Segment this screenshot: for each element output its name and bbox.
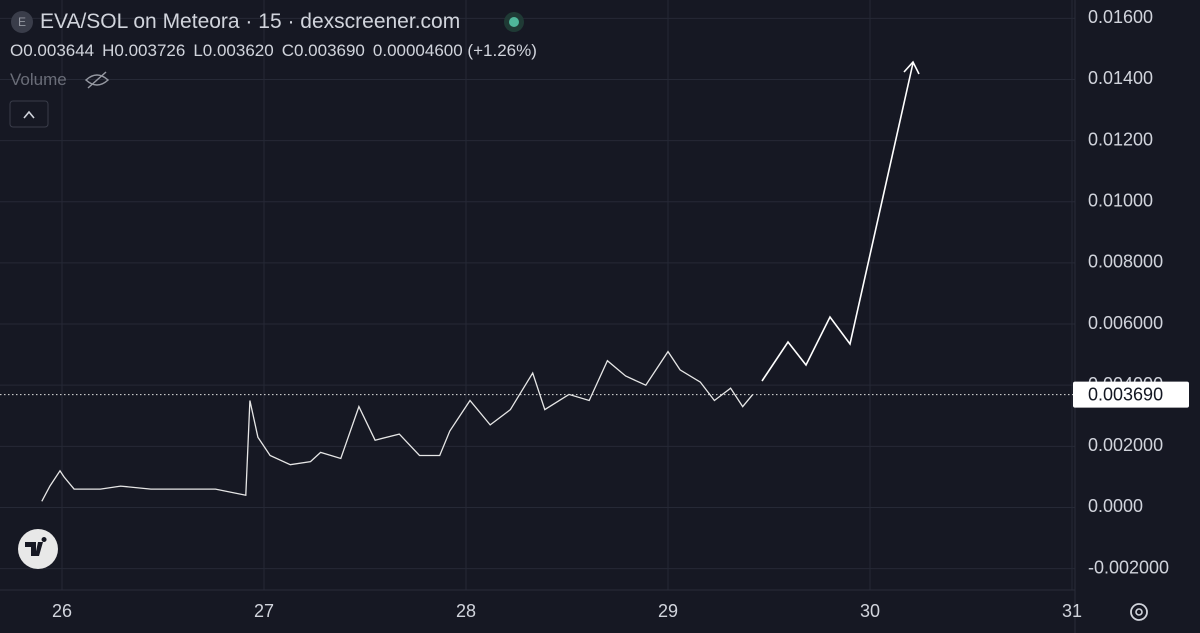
- y-tick-label: 0.01000: [1088, 191, 1153, 211]
- chart-title: EVA/SOL on Meteora · 15 · dexscreener.co…: [40, 10, 461, 33]
- y-tick-label: 0.01400: [1088, 68, 1153, 88]
- symbol-badge: [11, 11, 33, 33]
- x-tick-label: 31: [1062, 601, 1082, 621]
- x-tick-label: 29: [658, 601, 678, 621]
- price-change: 0.00004600 (+1.26%): [372, 41, 537, 60]
- chevron-up: [23, 110, 35, 119]
- volume-label: Volume: [10, 70, 67, 89]
- collapse-button[interactable]: [9, 100, 49, 128]
- y-tick-label: 0.006000: [1088, 313, 1163, 333]
- projection-arrow: [761, 62, 914, 382]
- ohlc-value: 0.003690: [293, 41, 365, 60]
- y-tick-label: -0.002000: [1088, 557, 1169, 577]
- visibility-slash: [87, 71, 107, 89]
- y-tick-label: 0.01600: [1088, 7, 1153, 27]
- x-tick-label: 27: [254, 601, 274, 621]
- y-tick-label: 0.0000: [1088, 496, 1143, 516]
- ohlc-key: H: [102, 41, 115, 60]
- ohlc-key: L: [193, 41, 203, 60]
- price-line: [41, 350, 754, 502]
- x-tick-label: 28: [456, 601, 476, 621]
- x-tick-label: 30: [860, 601, 880, 621]
- ohlc-key: O: [10, 41, 24, 60]
- ohlc-legend: O0.003644 H0.003726 L0.003620 C0.003690 0.00…: [10, 41, 537, 61]
- ohlc-value: 0.003726: [114, 41, 186, 60]
- status-dot-core: [509, 17, 519, 27]
- y-tick-label: 0.008000: [1088, 252, 1163, 272]
- ohlc-value: 0.003644: [23, 41, 95, 60]
- last-price-label: 0.003690: [1088, 384, 1163, 404]
- ohlc-key: C: [281, 41, 294, 60]
- symbol-badge-letter: E: [18, 15, 26, 29]
- y-tick-label: 0.01200: [1088, 129, 1153, 149]
- settings-button[interactable]: [1130, 603, 1148, 621]
- settings-icon: [1135, 608, 1143, 616]
- last-price-box: [1073, 381, 1189, 408]
- y-tick-label: 0.002000: [1088, 435, 1163, 455]
- x-tick-label: 26: [52, 601, 72, 621]
- ohlc-value: 0.003620: [202, 41, 274, 60]
- tv-logo-mark: [25, 537, 47, 556]
- arrow-head: [903, 60, 920, 75]
